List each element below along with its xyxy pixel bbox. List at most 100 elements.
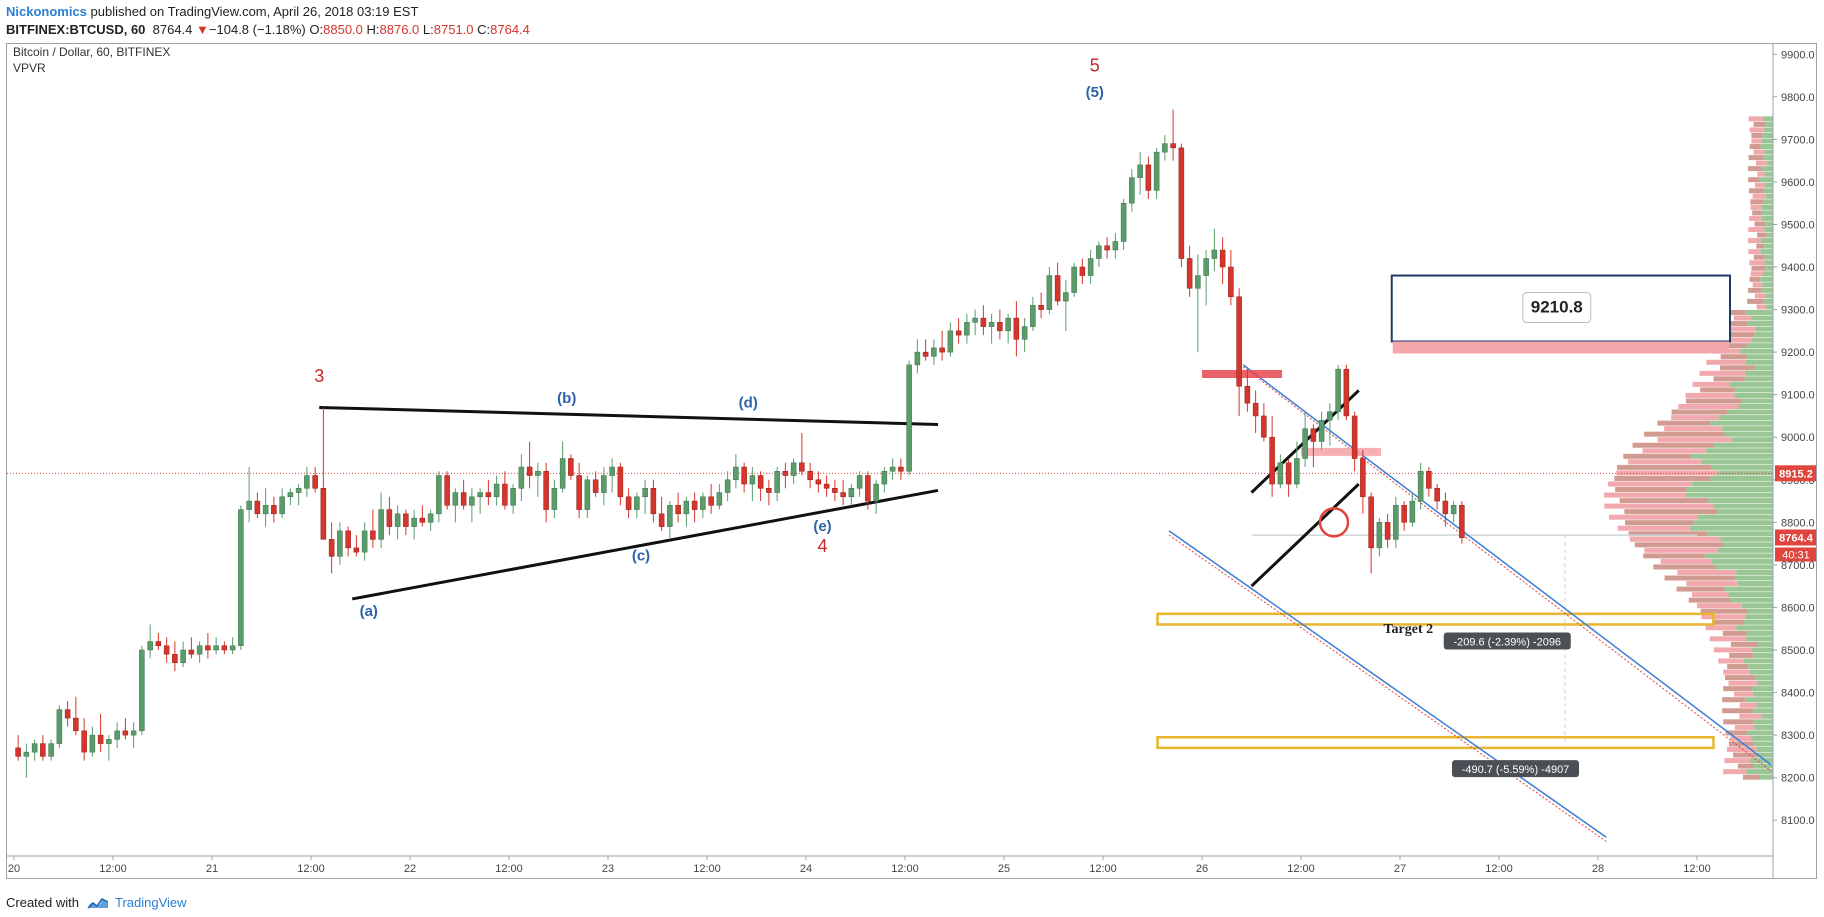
- candle-body: [1228, 266, 1234, 298]
- vpvr-bar-buy: [1766, 121, 1773, 127]
- candle-body: [658, 513, 665, 527]
- candle-body: [1409, 500, 1416, 523]
- price-tick-label: 9100.0: [1781, 390, 1815, 402]
- vpvr-bar-sell: [1615, 487, 1687, 492]
- target-label: Target 2: [1384, 622, 1434, 637]
- vpvr-bar-sell: [1729, 652, 1754, 658]
- vpvr-bar-sell: [1634, 542, 1724, 548]
- candle-body: [1137, 164, 1143, 178]
- vpvr-bar-buy: [1746, 730, 1773, 736]
- vpvr-bar-sell: [1739, 713, 1762, 719]
- vpvr-bar-sell: [1617, 525, 1690, 531]
- vpvr-bar-sell: [1720, 309, 1746, 315]
- vpvr-bar-buy: [1746, 354, 1773, 360]
- vpvr-bar-sell: [1727, 326, 1756, 332]
- candle-body: [97, 734, 104, 744]
- candle-body: [931, 347, 937, 357]
- candle-body: [180, 649, 186, 664]
- vpvr-bar-buy: [1766, 160, 1773, 166]
- price-callout-bubble: [1522, 292, 1592, 324]
- vpvr-bar-buy: [1741, 603, 1773, 609]
- chart-header: Nickonomics published on TradingView.com…: [0, 0, 1824, 42]
- vpvr-bar-sell: [1750, 271, 1763, 277]
- candle-body: [1054, 275, 1061, 302]
- vpvr-bar-buy: [1722, 426, 1773, 432]
- vpvr-bar-buy: [1743, 658, 1773, 664]
- candle-body: [1442, 500, 1449, 515]
- candle-body: [1417, 471, 1424, 502]
- vpvr-bar-sell: [1604, 503, 1714, 509]
- candle-body: [295, 488, 302, 493]
- vpvr-bar-buy: [1761, 210, 1773, 216]
- vpvr-bar-sell: [1749, 144, 1761, 150]
- publish-info: published on TradingView.com, April 26, …: [86, 4, 419, 19]
- vpvr-bar-sell: [1748, 287, 1762, 293]
- vpvr-bar-buy: [1759, 774, 1773, 780]
- candle-body: [31, 743, 38, 753]
- chart-area[interactable]: 8100.0 8200.0 8300.0 8400.0 8500.0 8600.0 8700…: [6, 43, 1817, 879]
- measure-label-bg: [1443, 632, 1571, 650]
- candlestick-chart[interactable]: 8100.0 8200.0 8300.0 8400.0 8500.0 8600.0 8700…: [7, 44, 1817, 879]
- candle-body: [1236, 296, 1242, 387]
- vpvr-bar-sell: [1720, 343, 1747, 349]
- channel-lower-line: [1168, 530, 1607, 838]
- vpvr-bar-buy: [1752, 708, 1773, 714]
- vpvr-bar-sell: [1686, 398, 1742, 404]
- triangle-lower-line: [351, 488, 939, 601]
- candle-body: [1327, 411, 1333, 421]
- vpvr-bar-sell: [1748, 188, 1764, 194]
- tradingview-link[interactable]: TradingView: [87, 895, 187, 910]
- time-tick-label: 12:00: [1089, 863, 1117, 875]
- vpvr-bar-buy: [1747, 608, 1773, 614]
- candle-body: [510, 488, 516, 506]
- candle-body: [427, 513, 434, 523]
- vpvr-bar-buy: [1720, 536, 1773, 542]
- candle-body: [617, 466, 624, 498]
- vpvr-bar-buy: [1754, 741, 1773, 747]
- author-link[interactable]: Nickonomics: [6, 4, 87, 19]
- candle-body: [1104, 245, 1110, 251]
- vpvr-bar-sell: [1748, 177, 1760, 183]
- candle-body: [345, 530, 351, 549]
- candle-body: [964, 322, 970, 336]
- vpvr-bar-buy: [1764, 171, 1773, 177]
- vpvr-bar-sell: [1757, 232, 1767, 238]
- vpvr-bar-sell: [1657, 420, 1711, 426]
- vpvr-bar-buy: [1753, 652, 1773, 658]
- candle-body: [625, 496, 632, 510]
- candle-body: [469, 496, 475, 506]
- vpvr-bar-sell: [1747, 298, 1764, 304]
- vpvr-bar-buy: [1708, 498, 1773, 504]
- vpvr-bar-buy: [1740, 348, 1773, 354]
- vpvr-bar-sell: [1755, 160, 1767, 166]
- vpvr-bar-buy: [1707, 531, 1773, 537]
- price-callout-fill: [1392, 341, 1729, 354]
- price-change: −104.8 (−1.18%): [208, 22, 306, 37]
- vpvr-bar-buy: [1736, 569, 1773, 575]
- candle-body: [906, 364, 912, 472]
- price-tick-label: 8600.0: [1781, 602, 1815, 614]
- vpvr-bar-sell: [1644, 547, 1718, 553]
- vpvr-bar-sell: [1718, 658, 1744, 664]
- vpvr-bar-buy: [1753, 719, 1773, 725]
- vpvr-bar-sell: [1752, 193, 1766, 199]
- candle-body: [609, 466, 615, 476]
- low-value: 8751.0: [433, 22, 474, 37]
- candle-body: [955, 330, 962, 336]
- circle-marker: [1318, 507, 1350, 538]
- candle-body: [1129, 177, 1135, 204]
- vpvr-bar-buy: [1746, 343, 1773, 349]
- vpvr-bar-buy: [1724, 586, 1773, 592]
- vpvr-bar-sell: [1642, 448, 1706, 454]
- vpvr-bar-sell: [1723, 769, 1747, 775]
- vpvr-bar-buy: [1745, 636, 1773, 642]
- measure-label-bg: [1452, 760, 1579, 778]
- vpvr-bar-buy: [1729, 381, 1773, 387]
- vpvr-bar-buy: [1766, 293, 1773, 299]
- price-tick-label: 9500.0: [1781, 219, 1815, 231]
- candle-body: [782, 471, 789, 476]
- vpvr-bar-buy: [1745, 614, 1773, 620]
- candle-body: [526, 466, 533, 476]
- symbol-name: BITFINEX:BTCUSD, 60: [6, 22, 146, 37]
- vpvr-bar-sell: [1751, 138, 1762, 144]
